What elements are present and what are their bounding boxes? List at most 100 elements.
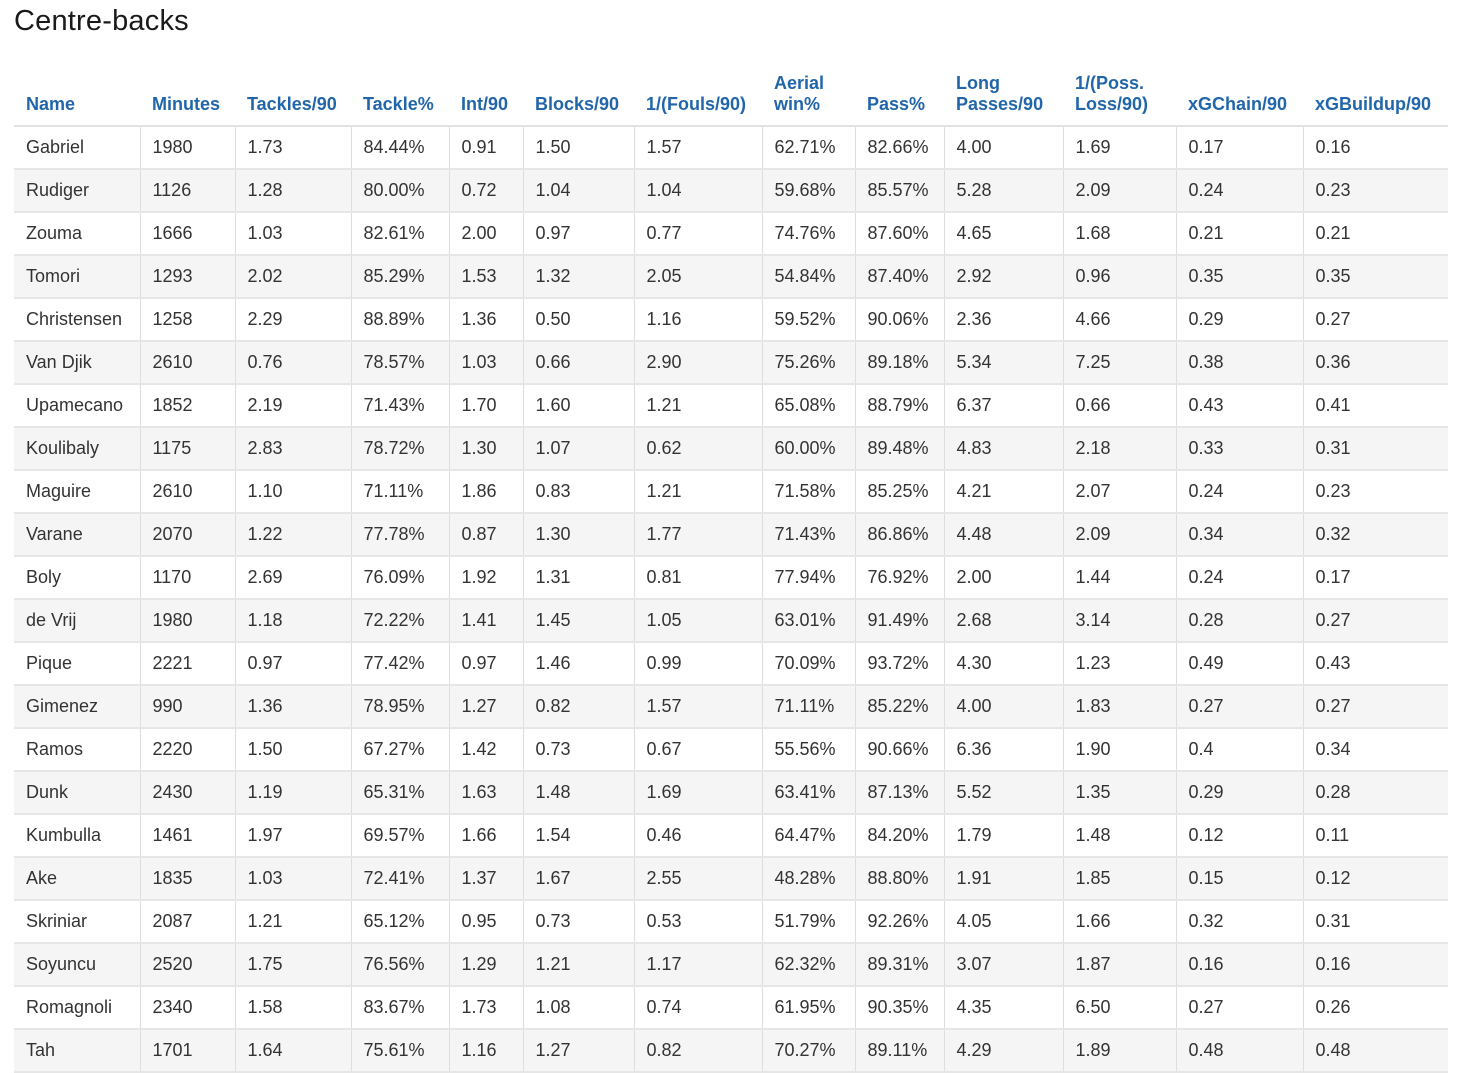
cell-long-passes-per-90: 2.68 bbox=[943, 599, 1063, 643]
cell-xgchain-per-90: 0.24 bbox=[1175, 470, 1303, 514]
cell-inv-poss-loss-per-90: 1.66 bbox=[1062, 900, 1176, 944]
cell-inv-fouls-per-90: 0.81 bbox=[633, 556, 762, 600]
cell-tackles-per-90: 1.03 bbox=[234, 857, 351, 901]
cell-tackles-per-90: 1.73 bbox=[234, 126, 351, 170]
cell-name: de Vrij bbox=[14, 599, 140, 643]
cell-inv-poss-loss-per-90: 1.83 bbox=[1062, 685, 1176, 729]
cell-aerial-win-pct: 62.71% bbox=[761, 126, 855, 170]
table-row: Boly 1170 2.69 76.09% 1.92 1.31 0.81 77.94% 76.9… bbox=[14, 556, 1448, 600]
cell-tackle-pct: 71.11% bbox=[350, 470, 449, 514]
cell-blocks-per-90: 0.73 bbox=[522, 728, 634, 772]
table-row: Ramos 2220 1.50 67.27% 1.42 0.73 0.67 55.56% 90.… bbox=[14, 728, 1448, 772]
cell-tackles-per-90: 1.75 bbox=[234, 943, 351, 987]
cell-pass-pct: 87.60% bbox=[854, 212, 944, 256]
cell-minutes: 2221 bbox=[139, 642, 235, 686]
cell-inv-poss-loss-per-90: 6.50 bbox=[1062, 986, 1176, 1030]
cell-tackle-pct: 67.27% bbox=[350, 728, 449, 772]
cell-inv-poss-loss-per-90: 1.87 bbox=[1062, 943, 1176, 987]
column-header-tackle-pct: Tackle% bbox=[351, 52, 449, 127]
column-header-line1: 1/(Fouls/90) bbox=[646, 94, 747, 114]
cell-int-per-90: 0.91 bbox=[448, 126, 523, 170]
cell-minutes: 2520 bbox=[139, 943, 235, 987]
cell-inv-fouls-per-90: 1.16 bbox=[633, 298, 762, 342]
cell-xgbuildup-per-90: 0.26 bbox=[1302, 986, 1448, 1030]
cell-tackles-per-90: 2.29 bbox=[234, 298, 351, 342]
cell-long-passes-per-90: 2.00 bbox=[943, 556, 1063, 600]
column-header-tackles-per-90: Tackles/90 bbox=[235, 52, 351, 127]
cell-inv-fouls-per-90: 0.46 bbox=[633, 814, 762, 858]
cell-xgchain-per-90: 0.35 bbox=[1175, 255, 1303, 299]
cell-tackle-pct: 83.67% bbox=[350, 986, 449, 1030]
header-row: Name Minutes Tackles/90 Tackle% Int/90 Blocks… bbox=[14, 52, 1448, 127]
cell-xgchain-per-90: 0.32 bbox=[1175, 900, 1303, 944]
cell-tackle-pct: 65.31% bbox=[350, 771, 449, 815]
cell-pass-pct: 84.20% bbox=[854, 814, 944, 858]
cell-long-passes-per-90: 2.92 bbox=[943, 255, 1063, 299]
cell-long-passes-per-90: 4.65 bbox=[943, 212, 1063, 256]
cell-int-per-90: 1.53 bbox=[448, 255, 523, 299]
cell-aerial-win-pct: 51.79% bbox=[761, 900, 855, 944]
cell-tackles-per-90: 1.97 bbox=[234, 814, 351, 858]
cell-long-passes-per-90: 3.07 bbox=[943, 943, 1063, 987]
cell-aerial-win-pct: 64.47% bbox=[761, 814, 855, 858]
cell-tackle-pct: 77.78% bbox=[350, 513, 449, 557]
cell-int-per-90: 1.42 bbox=[448, 728, 523, 772]
cell-int-per-90: 1.30 bbox=[448, 427, 523, 471]
cell-inv-fouls-per-90: 2.90 bbox=[633, 341, 762, 385]
table-row: Tomori 1293 2.02 85.29% 1.53 1.32 2.05 54.84% 87… bbox=[14, 255, 1448, 299]
cell-minutes: 1852 bbox=[139, 384, 235, 428]
cell-minutes: 1980 bbox=[139, 126, 235, 170]
cell-minutes: 2610 bbox=[139, 341, 235, 385]
cell-int-per-90: 0.87 bbox=[448, 513, 523, 557]
cell-name: Van Djik bbox=[14, 341, 140, 385]
cell-long-passes-per-90: 4.83 bbox=[943, 427, 1063, 471]
cell-aerial-win-pct: 65.08% bbox=[761, 384, 855, 428]
cell-inv-fouls-per-90: 1.57 bbox=[633, 685, 762, 729]
cell-xgbuildup-per-90: 0.27 bbox=[1302, 599, 1448, 643]
cell-minutes: 2070 bbox=[139, 513, 235, 557]
cell-xgbuildup-per-90: 0.27 bbox=[1302, 685, 1448, 729]
column-header-line1: Pass% bbox=[867, 94, 926, 114]
column-header-line1: Blocks/90 bbox=[535, 94, 620, 114]
cell-tackle-pct: 85.29% bbox=[350, 255, 449, 299]
table-header: Name Minutes Tackles/90 Tackle% Int/90 Blocks… bbox=[14, 52, 1448, 127]
cell-minutes: 1175 bbox=[139, 427, 235, 471]
cell-minutes: 1258 bbox=[139, 298, 235, 342]
cell-aerial-win-pct: 59.52% bbox=[761, 298, 855, 342]
cell-xgchain-per-90: 0.16 bbox=[1175, 943, 1303, 987]
cell-pass-pct: 89.18% bbox=[854, 341, 944, 385]
cell-blocks-per-90: 1.08 bbox=[522, 986, 634, 1030]
cell-xgbuildup-per-90: 0.12 bbox=[1302, 857, 1448, 901]
cell-blocks-per-90: 1.31 bbox=[522, 556, 634, 600]
cell-tackles-per-90: 2.02 bbox=[234, 255, 351, 299]
cell-long-passes-per-90: 6.36 bbox=[943, 728, 1063, 772]
stats-table: Name Minutes Tackles/90 Tackle% Int/90 Blocks… bbox=[14, 52, 1448, 1073]
cell-name: Skriniar bbox=[14, 900, 140, 944]
column-header-line2: Loss/90) bbox=[1075, 94, 1149, 114]
cell-inv-fouls-per-90: 1.21 bbox=[633, 470, 762, 514]
cell-xgbuildup-per-90: 0.35 bbox=[1302, 255, 1448, 299]
cell-inv-fouls-per-90: 0.62 bbox=[633, 427, 762, 471]
cell-minutes: 2220 bbox=[139, 728, 235, 772]
cell-pass-pct: 92.26% bbox=[854, 900, 944, 944]
cell-inv-fouls-per-90: 1.17 bbox=[633, 943, 762, 987]
cell-long-passes-per-90: 5.28 bbox=[943, 169, 1063, 213]
cell-tackle-pct: 72.22% bbox=[350, 599, 449, 643]
cell-int-per-90: 0.97 bbox=[448, 642, 523, 686]
page-title: Centre-backs bbox=[14, 5, 189, 37]
cell-inv-poss-loss-per-90: 1.69 bbox=[1062, 126, 1176, 170]
cell-tackles-per-90: 0.97 bbox=[234, 642, 351, 686]
cell-aerial-win-pct: 60.00% bbox=[761, 427, 855, 471]
cell-name: Dunk bbox=[14, 771, 140, 815]
cell-tackles-per-90: 1.50 bbox=[234, 728, 351, 772]
column-header-line2: Passes/90 bbox=[956, 94, 1044, 114]
cell-tackle-pct: 84.44% bbox=[350, 126, 449, 170]
cell-int-per-90: 1.41 bbox=[448, 599, 523, 643]
cell-xgbuildup-per-90: 0.27 bbox=[1302, 298, 1448, 342]
cell-inv-fouls-per-90: 0.99 bbox=[633, 642, 762, 686]
cell-tackles-per-90: 1.22 bbox=[234, 513, 351, 557]
cell-tackles-per-90: 1.19 bbox=[234, 771, 351, 815]
table-row: Upamecano 1852 2.19 71.43% 1.70 1.60 1.21 65.08… bbox=[14, 384, 1448, 428]
cell-xgchain-per-90: 0.17 bbox=[1175, 126, 1303, 170]
cell-blocks-per-90: 1.60 bbox=[522, 384, 634, 428]
